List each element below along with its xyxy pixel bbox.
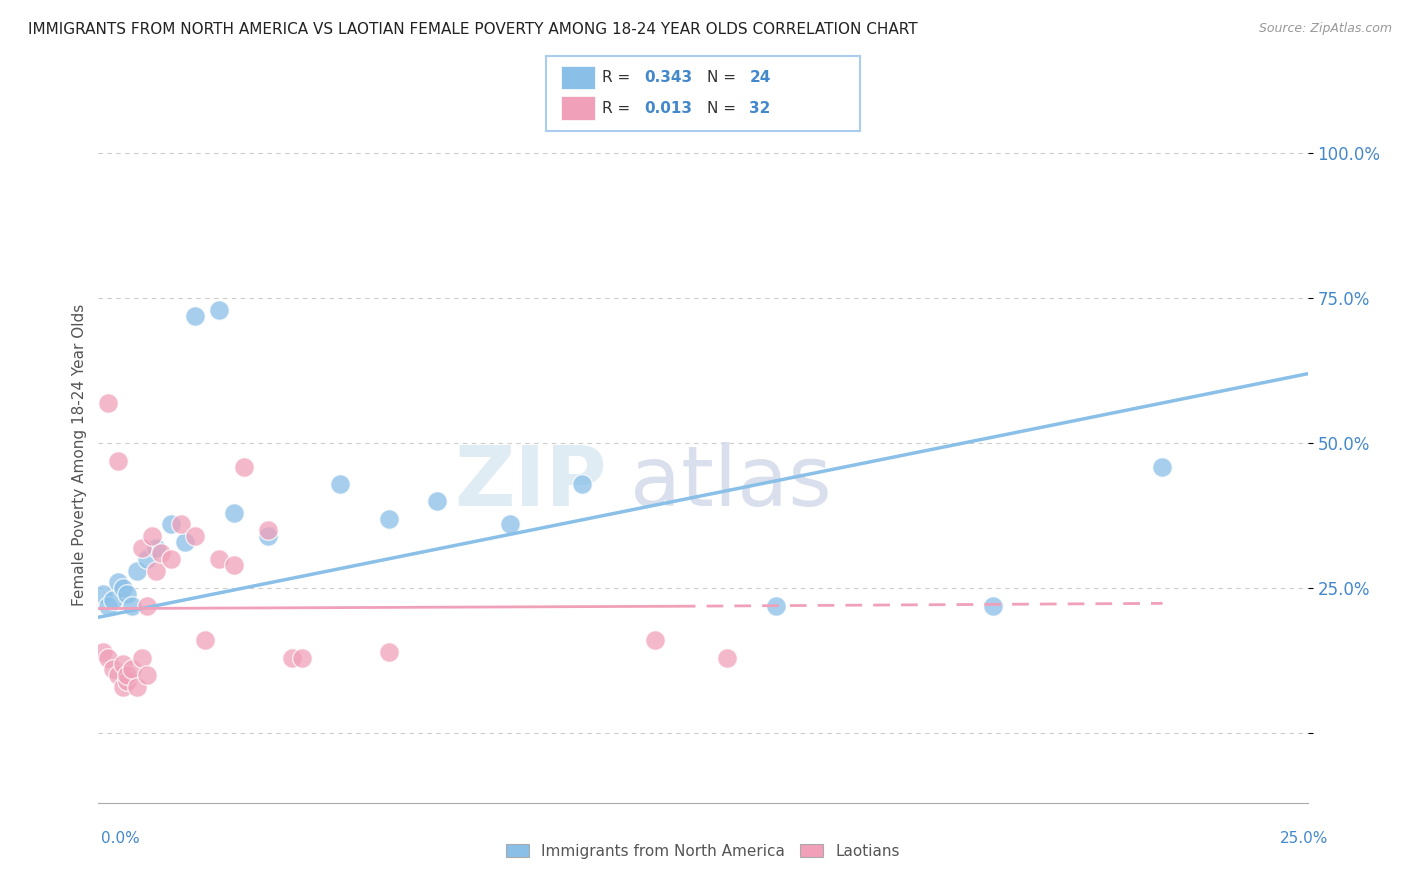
Point bbox=[101, 662, 124, 676]
Point bbox=[97, 599, 120, 613]
Point bbox=[160, 552, 183, 566]
Point bbox=[131, 651, 153, 665]
Point bbox=[329, 476, 352, 491]
Point bbox=[169, 517, 191, 532]
Point bbox=[208, 552, 231, 566]
Point bbox=[981, 599, 1004, 613]
Point bbox=[256, 523, 278, 537]
Point bbox=[107, 668, 129, 682]
Point bbox=[135, 552, 157, 566]
Point bbox=[111, 582, 134, 596]
Text: 32: 32 bbox=[749, 102, 770, 116]
Text: ZIP: ZIP bbox=[454, 442, 606, 524]
Text: IMMIGRANTS FROM NORTH AMERICA VS LAOTIAN FEMALE POVERTY AMONG 18-24 YEAR OLDS CO: IMMIGRANTS FROM NORTH AMERICA VS LAOTIAN… bbox=[28, 22, 918, 37]
Point bbox=[145, 564, 167, 578]
Text: 0.343: 0.343 bbox=[644, 70, 692, 85]
Point bbox=[1152, 459, 1174, 474]
Point bbox=[91, 587, 114, 601]
Point bbox=[121, 662, 143, 676]
Point bbox=[117, 668, 139, 682]
Point bbox=[571, 476, 593, 491]
Point bbox=[127, 680, 149, 694]
Point bbox=[208, 303, 231, 318]
Point bbox=[160, 517, 183, 532]
Point bbox=[127, 564, 149, 578]
Point bbox=[232, 459, 254, 474]
Text: Source: ZipAtlas.com: Source: ZipAtlas.com bbox=[1258, 22, 1392, 36]
Text: 24: 24 bbox=[749, 70, 770, 85]
Point bbox=[117, 674, 139, 689]
Point bbox=[117, 587, 139, 601]
Text: R =: R = bbox=[602, 70, 630, 85]
Point bbox=[426, 494, 449, 508]
Text: R =: R = bbox=[602, 102, 630, 116]
Text: 0.0%: 0.0% bbox=[101, 831, 141, 846]
Point bbox=[281, 651, 304, 665]
Point bbox=[765, 599, 787, 613]
Point bbox=[97, 396, 120, 410]
Point bbox=[150, 546, 173, 561]
Point bbox=[222, 506, 245, 520]
Point bbox=[184, 529, 207, 543]
Point bbox=[174, 534, 197, 549]
Point bbox=[135, 668, 157, 682]
Point bbox=[91, 645, 114, 659]
Point bbox=[194, 633, 217, 648]
Point bbox=[184, 309, 207, 323]
Text: N =: N = bbox=[707, 102, 737, 116]
Point bbox=[121, 599, 143, 613]
Text: atlas: atlas bbox=[630, 442, 832, 524]
Point bbox=[107, 575, 129, 590]
Point bbox=[97, 651, 120, 665]
Point bbox=[290, 651, 312, 665]
Legend: Immigrants from North America, Laotians: Immigrants from North America, Laotians bbox=[501, 838, 905, 864]
Point bbox=[377, 511, 399, 525]
Point bbox=[498, 517, 520, 532]
Text: N =: N = bbox=[707, 70, 737, 85]
Text: 25.0%: 25.0% bbox=[1281, 831, 1329, 846]
Y-axis label: Female Poverty Among 18-24 Year Olds: Female Poverty Among 18-24 Year Olds bbox=[72, 304, 87, 606]
Point bbox=[135, 599, 157, 613]
Point bbox=[111, 657, 134, 671]
Point bbox=[644, 633, 666, 648]
Point bbox=[716, 651, 738, 665]
Point bbox=[131, 541, 153, 555]
Point bbox=[222, 558, 245, 573]
Point bbox=[107, 453, 129, 467]
Point bbox=[256, 529, 278, 543]
Text: 0.013: 0.013 bbox=[644, 102, 692, 116]
Point bbox=[111, 680, 134, 694]
Point bbox=[101, 592, 124, 607]
Point bbox=[145, 541, 167, 555]
Point bbox=[141, 529, 163, 543]
Point bbox=[377, 645, 399, 659]
